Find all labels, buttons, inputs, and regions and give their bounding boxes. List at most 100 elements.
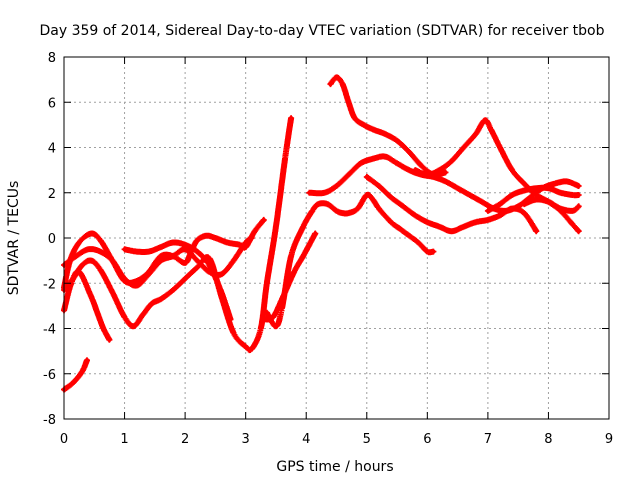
- data-point: [219, 290, 224, 295]
- data-point: [467, 192, 472, 198]
- data-point: [509, 192, 515, 198]
- data-point: [273, 324, 279, 329]
- data-point: [86, 247, 91, 252]
- data-point: [364, 192, 369, 198]
- data-point: [95, 310, 100, 315]
- data-point: [328, 81, 333, 87]
- data-point: [534, 229, 539, 234]
- data-point: [546, 186, 551, 191]
- data-point: [552, 181, 557, 186]
- data-point: [382, 154, 388, 159]
- chart-title: Day 359 of 2014, Sidereal Day-to-day VTE…: [39, 23, 604, 39]
- y-axis-label: SDTVAR / TECUs: [6, 181, 22, 296]
- data-point: [370, 127, 375, 132]
- data-point: [170, 287, 176, 293]
- data-point: [419, 163, 424, 168]
- data-point: [346, 210, 351, 216]
- data-point: [355, 206, 360, 211]
- data-point: [437, 167, 442, 173]
- data-point: [182, 242, 188, 247]
- data-point: [394, 161, 400, 166]
- data-point: [140, 312, 145, 318]
- data-point: [146, 269, 151, 275]
- data-point: [488, 127, 494, 132]
- data-point: [84, 358, 90, 363]
- data-point: [122, 247, 127, 252]
- y-tick-label: -2: [43, 277, 56, 292]
- data-point: [228, 317, 233, 322]
- y-tick-label: 6: [48, 96, 56, 111]
- x-tick-label: 3: [242, 432, 250, 447]
- data-point: [282, 156, 288, 161]
- data-point: [431, 249, 436, 254]
- data-point: [497, 145, 503, 150]
- data-point: [340, 210, 345, 216]
- data-point: [122, 278, 127, 284]
- data-point: [98, 267, 103, 272]
- data-point: [449, 158, 454, 164]
- x-tick-label: 9: [605, 432, 613, 447]
- x-tick-label: 7: [484, 432, 492, 447]
- data-point: [134, 249, 139, 254]
- data-point: [437, 224, 442, 229]
- data-point: [307, 242, 312, 247]
- data-point: [397, 226, 403, 232]
- data-point: [149, 301, 154, 306]
- data-point: [158, 253, 164, 259]
- y-tick-label: 8: [48, 51, 56, 66]
- data-point: [288, 115, 294, 121]
- data-point: [110, 290, 115, 295]
- y-tick-label: 2: [48, 187, 56, 202]
- data-point: [473, 220, 478, 225]
- data-point: [288, 253, 294, 259]
- data-point: [249, 346, 254, 352]
- data-point: [195, 238, 200, 243]
- data-point: [376, 206, 382, 211]
- data-point: [316, 201, 321, 207]
- data-point: [207, 262, 212, 268]
- data-point: [322, 190, 327, 195]
- data-point: [80, 262, 85, 268]
- data-point: [509, 206, 515, 211]
- data-point: [313, 231, 318, 236]
- data-point: [382, 131, 388, 137]
- data-point: [443, 170, 448, 175]
- data-point: [558, 206, 563, 211]
- data-point: [416, 240, 421, 245]
- data-point: [576, 183, 581, 189]
- data-point: [485, 208, 491, 214]
- data-point: [449, 229, 454, 234]
- data-point: [122, 315, 127, 320]
- data-point: [273, 224, 279, 229]
- data-point: [334, 208, 339, 214]
- data-point: [89, 258, 94, 263]
- data-point: [264, 281, 270, 286]
- data-point: [425, 249, 430, 254]
- data-point: [204, 233, 209, 238]
- x-tick-label: 1: [120, 432, 128, 447]
- data-point: [264, 310, 270, 315]
- data-point: [131, 324, 136, 329]
- data-point: [497, 201, 503, 207]
- data-point: [400, 204, 406, 209]
- data-point: [534, 192, 539, 198]
- data-point: [522, 181, 527, 186]
- data-point: [80, 369, 85, 374]
- x-tick-label: 2: [181, 432, 189, 447]
- data-point: [301, 224, 306, 229]
- x-tick-label: 6: [423, 432, 431, 447]
- data-point: [461, 224, 466, 229]
- data-point: [182, 276, 188, 281]
- data-point: [558, 190, 563, 195]
- data-point: [146, 249, 151, 254]
- data-point: [546, 199, 551, 204]
- data-point: [170, 253, 176, 259]
- data-point: [279, 305, 285, 311]
- axis-ticks: [63, 56, 610, 420]
- tick-labels: 0 1 2 3 4 5 6 7 8 9 -8 -6 -4 -2 0 2 4 6 8: [43, 51, 613, 447]
- x-tick-label: 4: [302, 432, 310, 447]
- series-arc-k: [363, 173, 540, 235]
- data-point: [310, 208, 315, 214]
- data-point: [358, 161, 363, 166]
- data-point: [576, 192, 581, 198]
